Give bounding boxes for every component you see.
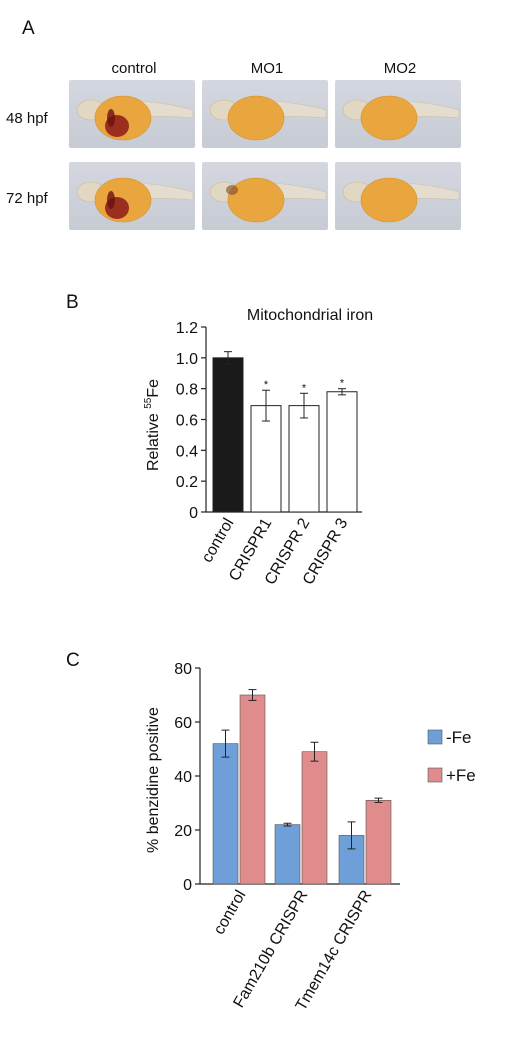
significance-mark: * <box>302 382 307 394</box>
embryo-photo <box>335 162 461 230</box>
panel-c-letter: C <box>66 650 80 671</box>
y-tick-label: 40 <box>174 769 192 786</box>
y-tick-label: 0 <box>189 505 198 522</box>
benzidine-stain <box>107 191 115 209</box>
embryo-drawing <box>342 95 460 141</box>
bar-crispr-3 <box>326 391 358 513</box>
legend-label: +Fe <box>446 766 476 785</box>
embryo-yolk <box>227 95 285 141</box>
benzidine-stain <box>226 185 238 195</box>
embryo-drawing <box>342 177 460 223</box>
row-label-48hpf: 48 hpf <box>6 110 48 127</box>
y-tick-label: 0.2 <box>176 474 198 491</box>
embryo-yolk <box>360 95 418 141</box>
y-tick-label: 0.6 <box>176 413 198 430</box>
panel-b-letter: B <box>66 292 79 313</box>
embryo-photo <box>202 80 328 148</box>
x-tick-label: control <box>211 888 250 938</box>
embryo-drawing <box>76 95 194 141</box>
y-tick-label: 80 <box>174 661 192 678</box>
legend-swatch <box>427 767 443 783</box>
embryo-drawing <box>209 95 327 141</box>
significance-mark: * <box>340 378 345 390</box>
y-tick-label: 1.2 <box>176 320 198 337</box>
embryo-yolk <box>360 177 418 223</box>
y-tick-label: 0.8 <box>176 382 198 399</box>
bar-plus-fe <box>365 799 392 885</box>
y-tick-label: 0.4 <box>176 443 198 460</box>
embryo-photo <box>335 80 461 148</box>
embryo-drawing <box>76 177 194 223</box>
bar-minus-fe <box>212 743 239 885</box>
embryo-drawing <box>209 177 327 223</box>
row-label-72hpf: 72 hpf <box>6 190 48 207</box>
legend-swatch <box>427 729 443 745</box>
bar-crispr-2 <box>288 405 320 513</box>
bar-minus-fe <box>274 824 301 885</box>
panel-a-letter: A <box>22 18 35 39</box>
y-tick-label: 20 <box>174 823 192 840</box>
bar-plus-fe <box>239 694 266 885</box>
chart-c-ylabel: % benzidine positive <box>145 707 162 853</box>
embryo-photo <box>69 80 195 148</box>
column-label-mo2: MO2 <box>383 60 417 77</box>
significance-mark: * <box>264 379 269 391</box>
bar-crispr1 <box>250 405 282 513</box>
embryo-photo <box>202 162 328 230</box>
embryo-photo <box>69 162 195 230</box>
legend-label: -Fe <box>446 728 472 747</box>
column-label-control: control <box>111 60 157 77</box>
column-label-mo1: MO1 <box>250 60 284 77</box>
chart-b-ylabel: Relative 55Fe <box>143 379 162 471</box>
y-tick-label: 1.0 <box>176 351 198 368</box>
bar-control <box>212 357 244 513</box>
embryo-yolk <box>227 177 285 223</box>
chart-b-title: Mitochondrial iron <box>247 307 373 324</box>
benzidine-stain <box>107 109 115 127</box>
y-tick-label: 60 <box>174 715 192 732</box>
y-tick-label: 0 <box>183 877 192 894</box>
bar-plus-fe <box>301 751 328 885</box>
